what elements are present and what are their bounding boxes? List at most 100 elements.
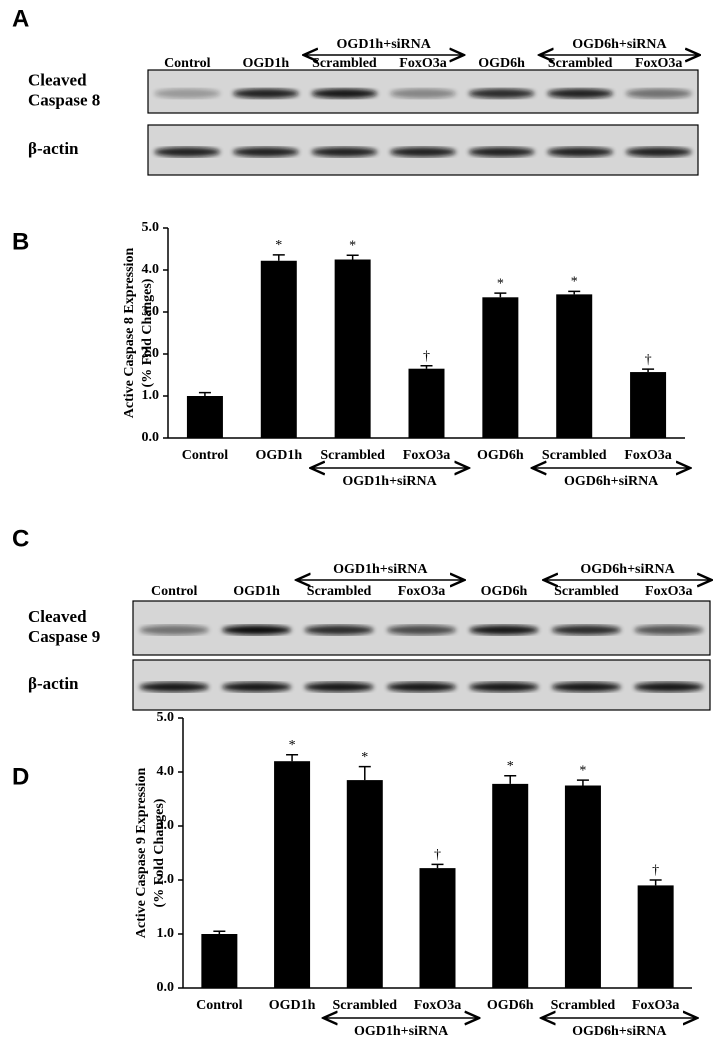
bar (201, 934, 238, 988)
band (551, 682, 621, 692)
y-tick-label: 5.0 (142, 220, 160, 235)
x-tick-label: Control (196, 998, 243, 1013)
panel-letter: C (12, 525, 29, 552)
band (386, 682, 457, 692)
bar (482, 297, 519, 438)
band (139, 682, 209, 692)
significance-mark: * (571, 275, 578, 290)
x-tick-label: OGD1h (269, 998, 316, 1013)
band (634, 625, 704, 635)
panel-letter: D (12, 763, 29, 790)
group-label: OGD6h+siRNA (572, 1024, 667, 1039)
x-tick-label: FoxO3a (632, 998, 679, 1013)
significance-mark: * (579, 763, 586, 778)
y-tick-label: 2.0 (142, 346, 160, 361)
x-tick-label: Scrambled (551, 998, 616, 1013)
bar (408, 368, 445, 438)
band (468, 147, 535, 157)
band (232, 88, 299, 99)
bar (260, 260, 297, 438)
error-bar (494, 292, 507, 298)
band (551, 625, 621, 635)
significance-mark: † (645, 352, 652, 367)
lane-label: FoxO3a (635, 56, 682, 71)
band (390, 147, 456, 157)
x-tick-label: FoxO3a (403, 448, 450, 463)
group-label: OGD6h+siRNA (564, 474, 659, 489)
bar (419, 868, 456, 988)
error-bar (358, 765, 371, 781)
x-tick-label: Control (182, 448, 229, 463)
band (304, 682, 374, 692)
significance-mark: * (349, 239, 356, 254)
lane-label: FoxO3a (399, 56, 446, 71)
row-label: β-actin (28, 139, 79, 158)
error-bar (431, 863, 444, 869)
y-tick-label: 5.0 (157, 710, 175, 725)
x-tick-label: FoxO3a (414, 998, 461, 1013)
y-axis-label: Active Caspase 9 Expression (134, 768, 149, 939)
bar (630, 372, 667, 438)
row-label: Caspase 8 (28, 90, 100, 109)
group-label: OGD1h+siRNA (337, 37, 432, 52)
bar (334, 259, 371, 438)
lane-label: OGD6h (481, 584, 528, 599)
band (634, 682, 704, 692)
band (304, 625, 374, 635)
bar (637, 885, 674, 988)
band (386, 625, 457, 635)
error-bar (504, 775, 517, 784)
group-label: OGD6h+siRNA (572, 37, 667, 52)
error-bar (576, 779, 589, 786)
significance-mark: * (275, 238, 282, 253)
band (625, 147, 692, 157)
band (311, 147, 378, 157)
x-tick-label: Scrambled (333, 998, 398, 1013)
y-tick-label: 1.0 (157, 926, 175, 941)
y-tick-label: 4.0 (157, 764, 175, 779)
x-tick-label: Scrambled (542, 448, 607, 463)
significance-mark: † (423, 349, 430, 364)
lane-label: OGD1h (243, 56, 290, 71)
error-bar (213, 930, 226, 934)
lane-label: Control (164, 56, 211, 71)
x-tick-label: OGD6h (477, 448, 524, 463)
panel-letter: B (12, 228, 29, 255)
lane-label: FoxO3a (398, 584, 445, 599)
row-label: β-actin (28, 674, 79, 693)
group-label: OGD1h+siRNA (342, 474, 437, 489)
band (390, 88, 456, 99)
lane-label: Scrambled (312, 56, 377, 71)
error-bar (198, 391, 211, 396)
bar (492, 783, 529, 988)
panel-letter: A (12, 5, 29, 32)
band (468, 88, 535, 99)
y-tick-label: 3.0 (157, 818, 175, 833)
band (154, 147, 221, 157)
band (469, 625, 539, 635)
band (222, 625, 292, 635)
row-label: Cleaved (28, 70, 87, 89)
significance-mark: † (652, 863, 659, 878)
error-bar (649, 879, 662, 886)
bar (346, 780, 383, 988)
error-bar (272, 254, 285, 261)
error-bar (568, 290, 581, 295)
lane-label: Scrambled (554, 584, 619, 599)
bar (186, 396, 223, 438)
y-tick-label: 0.0 (142, 430, 160, 445)
error-bar (346, 254, 359, 260)
y-tick-label: 4.0 (142, 262, 160, 277)
band (547, 88, 614, 99)
band (625, 88, 692, 99)
band (222, 682, 292, 692)
error-bar (642, 368, 655, 373)
lane-label: FoxO3a (645, 584, 692, 599)
significance-mark: * (497, 276, 504, 291)
lane-label: OGD6h (478, 56, 525, 71)
y-tick-label: 0.0 (157, 980, 175, 995)
band (547, 147, 614, 157)
significance-mark: * (289, 738, 296, 753)
lane-label: OGD1h (233, 584, 280, 599)
y-tick-label: 2.0 (157, 872, 175, 887)
